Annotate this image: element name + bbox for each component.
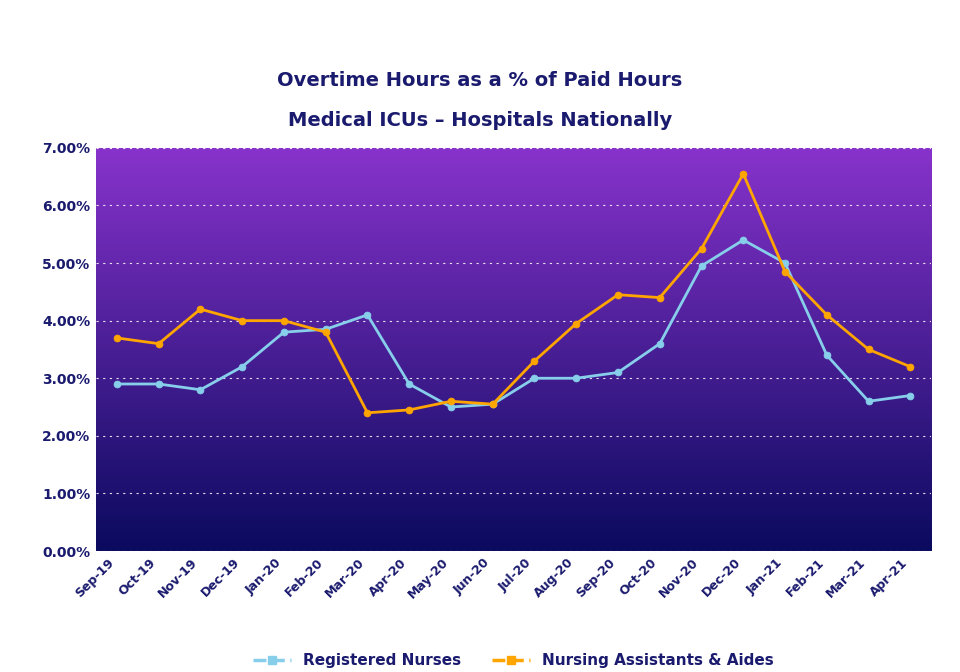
Legend: Registered Nurses, Nursing Assistants & Aides: Registered Nurses, Nursing Assistants & … (247, 647, 780, 672)
Text: Overtime Hours as a % of Paid Hours: Overtime Hours as a % of Paid Hours (277, 71, 683, 90)
Text: Medical ICUs – Hospitals Nationally: Medical ICUs – Hospitals Nationally (288, 112, 672, 130)
